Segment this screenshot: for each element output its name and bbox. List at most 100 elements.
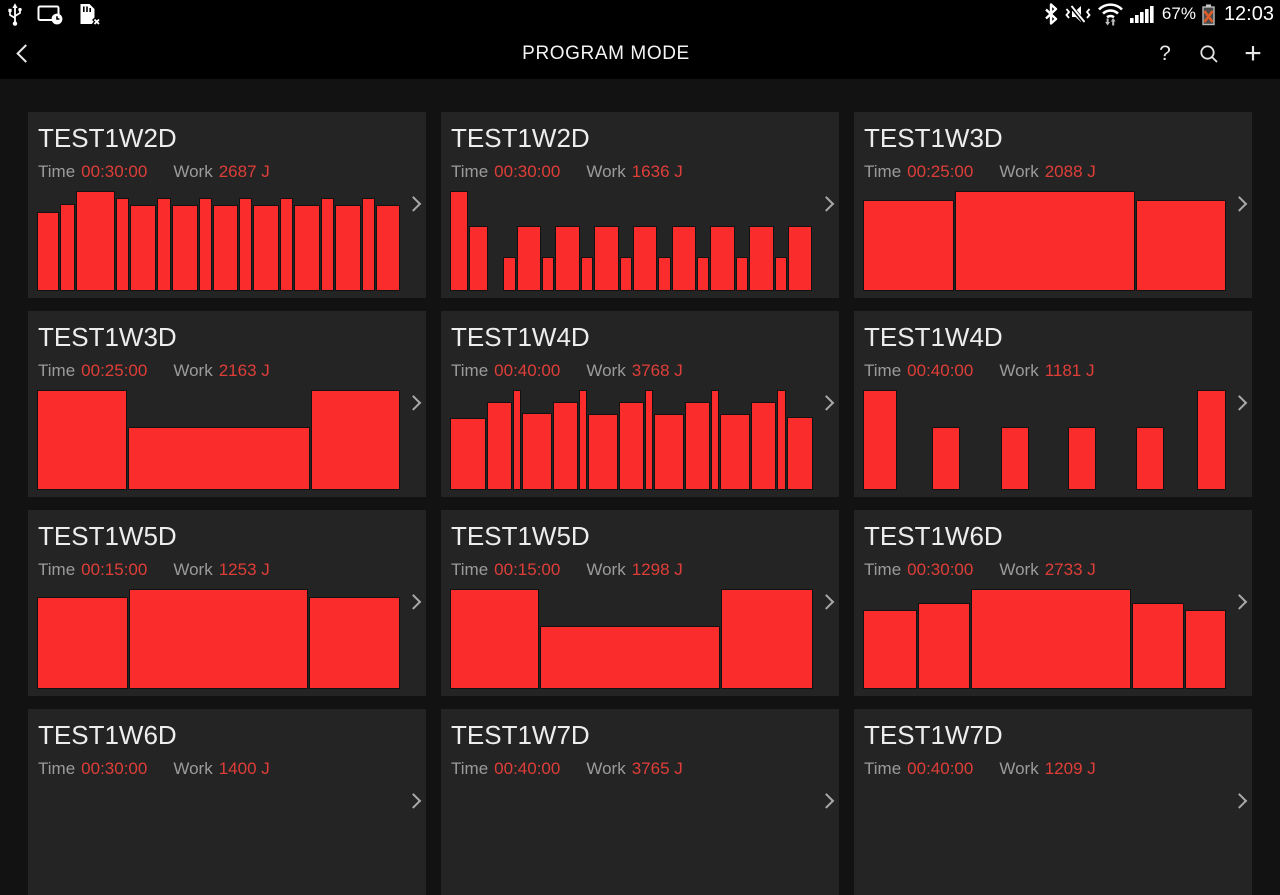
program-list: TEST1W2D Time 00:30:00 Work 2687 J TEST1W2D… (0, 79, 1280, 895)
program-meta: Time 00:30:00 Work 2687 J (38, 162, 416, 182)
work-label: Work (999, 161, 1039, 181)
program-card[interactable]: TEST1W5D Time 00:15:00 Work 1253 J (28, 510, 426, 696)
program-card[interactable]: TEST1W2D Time 00:30:00 Work 1636 J (441, 112, 839, 298)
intensity-chart (862, 788, 1226, 888)
chevron-right-icon (405, 395, 422, 411)
program-title: TEST1W6D (864, 521, 1003, 551)
add-program-button[interactable]: + (1236, 32, 1270, 76)
program-card[interactable]: TEST1W4D Time 00:40:00 Work 3768 J (441, 311, 839, 497)
page-title: PROGRAM MODE (522, 42, 690, 64)
wifi-icon (1097, 3, 1123, 26)
program-title: TEST1W3D (38, 322, 177, 352)
work-value: 2163 J (218, 360, 270, 380)
chevron-right-icon (405, 196, 422, 212)
program-card[interactable]: TEST1W3D Time 00:25:00 Work 2088 J (854, 112, 1252, 298)
work-value: 2687 J (218, 161, 270, 181)
program-card[interactable]: TEST1W7D Time 00:40:00 Work 1209 J (854, 709, 1252, 895)
program-meta: Time 00:30:00 Work 2733 J (864, 560, 1242, 580)
work-label: Work (173, 559, 213, 579)
work-value: 2088 J (1044, 161, 1096, 181)
program-title: TEST1W4D (864, 322, 1003, 352)
program-card[interactable]: TEST1W6D Time 00:30:00 Work 1400 J (28, 709, 426, 895)
time-value: 00:40:00 (907, 360, 974, 380)
intensity-chart (449, 390, 813, 490)
time-label: Time (38, 758, 76, 778)
time-label: Time (864, 559, 902, 579)
action-bar-buttons: ? + (1148, 32, 1280, 76)
time-value: 00:40:00 (494, 360, 561, 380)
time-label: Time (864, 161, 902, 181)
program-meta: Time 00:15:00 Work 1298 J (451, 560, 829, 580)
program-card[interactable]: TEST1W5D Time 00:15:00 Work 1298 J (441, 510, 839, 696)
intensity-chart (36, 788, 400, 888)
intensity-chart (449, 589, 813, 689)
time-value: 00:30:00 (494, 161, 561, 181)
work-value: 1636 J (631, 161, 683, 181)
program-title: TEST1W5D (451, 521, 590, 551)
status-bar: 67% 12:03 (0, 0, 1280, 28)
intensity-chart (862, 390, 1226, 490)
time-value: 00:15:00 (494, 559, 561, 579)
sim-removed-icon (80, 4, 102, 26)
work-label: Work (173, 360, 213, 380)
work-label: Work (586, 758, 626, 778)
usb-icon (8, 2, 22, 26)
plus-icon: + (1244, 36, 1262, 70)
search-icon (1200, 44, 1218, 63)
program-grid: TEST1W2D Time 00:30:00 Work 2687 J TEST1W2D… (28, 112, 1252, 895)
program-title: TEST1W2D (451, 123, 590, 153)
intensity-chart (862, 589, 1226, 689)
chevron-right-icon (405, 793, 422, 809)
work-label: Work (173, 758, 213, 778)
chevron-right-icon (1231, 196, 1248, 212)
chevron-right-icon (1231, 594, 1248, 610)
battery-percent: 67% (1161, 4, 1196, 23)
work-value: 1400 J (218, 758, 270, 778)
time-label: Time (451, 161, 489, 181)
signal-strength-icon (1129, 6, 1154, 23)
clock-text: 12:03 (1223, 2, 1274, 25)
help-button[interactable]: ? (1148, 32, 1182, 76)
intensity-chart (862, 191, 1226, 291)
battery-error-icon (1202, 4, 1215, 25)
time-value: 00:15:00 (81, 559, 148, 579)
help-icon: ? (1159, 41, 1171, 65)
chevron-right-icon (1231, 395, 1248, 411)
time-label: Time (451, 360, 489, 380)
program-meta: Time 00:40:00 Work 3768 J (451, 361, 829, 381)
program-meta: Time 00:30:00 Work 1636 J (451, 162, 829, 182)
program-title: TEST1W4D (451, 322, 590, 352)
program-meta: Time 00:40:00 Work 3765 J (451, 759, 829, 779)
intensity-chart (36, 589, 400, 689)
program-title: TEST1W2D (38, 123, 177, 153)
chevron-right-icon (818, 395, 835, 411)
program-card[interactable]: TEST1W2D Time 00:30:00 Work 2687 J (28, 112, 426, 298)
work-label: Work (999, 559, 1039, 579)
program-title: TEST1W3D (864, 123, 1003, 153)
work-value: 3765 J (631, 758, 683, 778)
program-meta: Time 00:40:00 Work 1209 J (864, 759, 1242, 779)
work-value: 3768 J (631, 360, 683, 380)
time-value: 00:25:00 (907, 161, 974, 181)
intensity-chart (449, 191, 813, 291)
program-card[interactable]: TEST1W7D Time 00:40:00 Work 3765 J (441, 709, 839, 895)
search-button[interactable] (1192, 32, 1226, 76)
time-label: Time (38, 559, 76, 579)
chevron-right-icon (1231, 793, 1248, 809)
work-label: Work (999, 758, 1039, 778)
status-icons-right: 67% 12:03 (1043, 2, 1274, 26)
program-card[interactable]: TEST1W3D Time 00:25:00 Work 2163 J (28, 311, 426, 497)
time-value: 00:25:00 (81, 360, 148, 380)
time-label: Time (38, 161, 76, 181)
program-meta: Time 00:40:00 Work 1181 J (864, 361, 1242, 381)
program-meta: Time 00:30:00 Work 1400 J (38, 759, 416, 779)
work-label: Work (586, 360, 626, 380)
program-title: TEST1W5D (38, 521, 177, 551)
program-meta: Time 00:15:00 Work 1253 J (38, 560, 416, 580)
intensity-chart (36, 390, 400, 490)
work-label: Work (999, 360, 1039, 380)
action-bar: PROGRAM MODE ? + (0, 28, 1280, 79)
work-value: 1298 J (631, 559, 683, 579)
program-card[interactable]: TEST1W6D Time 00:30:00 Work 2733 J (854, 510, 1252, 696)
program-card[interactable]: TEST1W4D Time 00:40:00 Work 1181 J (854, 311, 1252, 497)
